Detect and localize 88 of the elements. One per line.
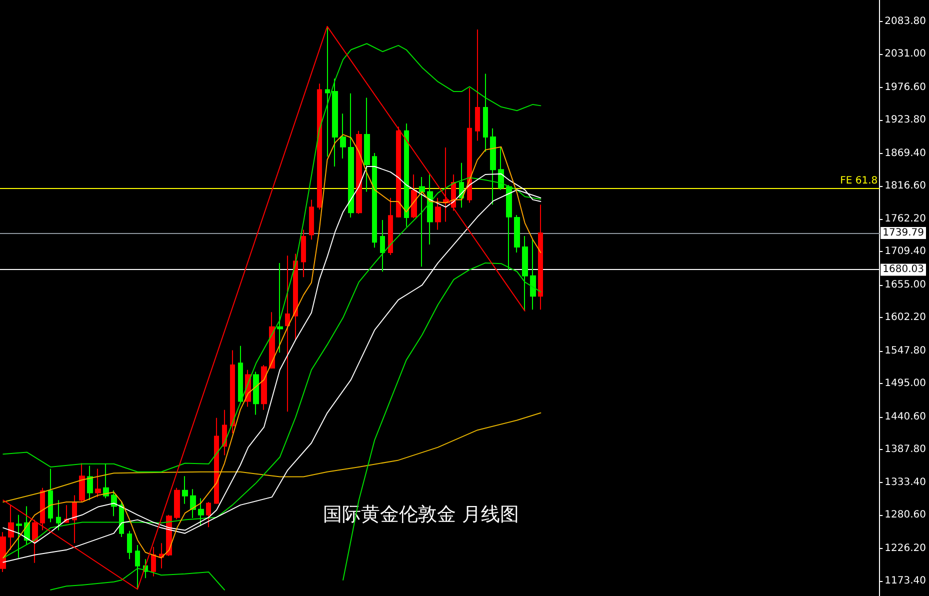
y-tick-label: 1602.20: [884, 312, 926, 324]
candlestick: [483, 73, 488, 152]
y-tick-label: 1226.20: [884, 543, 926, 554]
ref-line-label: FE 61.8: [840, 176, 878, 187]
candlestick: [506, 184, 512, 270]
candlestick: [475, 28, 480, 142]
candlestick: [467, 87, 472, 204]
y-tick-label: 1495.00: [884, 378, 926, 389]
candlestick: [443, 146, 449, 222]
candlestick: [498, 146, 504, 190]
candlestick: [348, 92, 354, 218]
y-tick-label: 1547.80: [884, 345, 926, 356]
candlestick: [253, 371, 259, 416]
candlestick: [364, 97, 370, 192]
candlestick: [16, 514, 22, 558]
line-series: [2, 26, 526, 590]
candlestick: [325, 26, 330, 158]
candlestick: [285, 255, 290, 412]
candlestick: [56, 500, 61, 531]
candlestick: [459, 162, 464, 208]
candlestick: [151, 546, 156, 577]
candlestick: [332, 78, 338, 168]
candlestick: [522, 235, 528, 312]
candlestick: [317, 83, 322, 210]
candlestick: [206, 501, 211, 528]
candlestick: [159, 542, 164, 569]
y-tick-label: 1869.40: [884, 148, 926, 159]
candlestick: [419, 176, 425, 268]
candlestick: [490, 128, 496, 206]
y-tick-label: 1387.80: [884, 444, 926, 455]
y-tick-label: 1816.60: [884, 180, 926, 192]
candlestick: [514, 214, 520, 254]
y-tick-label: 2083.80: [884, 16, 926, 28]
candlestick: [127, 530, 132, 560]
y-tick-label: 1440.60: [884, 411, 926, 422]
y-tick-label: 1333.40: [884, 477, 926, 488]
y-tick-label: 1762.20: [884, 214, 926, 225]
candlestick: [309, 199, 314, 240]
candlestick: [277, 262, 283, 354]
candlestick: [72, 494, 77, 544]
candlestick: [119, 501, 124, 538]
y-tick-label: 1173.40: [884, 576, 926, 587]
y-tick-label: 1709.40: [884, 246, 926, 258]
candlestick: [40, 487, 45, 531]
line-series: [2, 412, 542, 502]
line-series: [50, 568, 225, 590]
candlestick: [411, 174, 417, 219]
line-series: [342, 262, 542, 581]
candlestick: [182, 476, 188, 504]
candlestick: [111, 490, 117, 517]
candlestick: [190, 488, 196, 518]
candlestick: [79, 462, 85, 502]
candlestick: [301, 229, 306, 278]
candlestick: [230, 350, 235, 434]
candlestick: [538, 204, 543, 310]
candlestick: [198, 498, 204, 526]
ref-line-label: 1680.03: [882, 264, 924, 276]
candlestick: [174, 487, 180, 520]
candlestick: [404, 123, 409, 228]
candlestick: [48, 468, 53, 523]
candlestick: [530, 239, 536, 310]
y-tick-label: 1655.00: [884, 280, 926, 291]
y-tick-label: 1280.60: [884, 510, 926, 521]
candlestick: [135, 544, 140, 590]
candlestick: [95, 468, 101, 498]
line-series: [2, 43, 542, 472]
candlestick: [87, 465, 93, 501]
candlestick: [340, 113, 346, 160]
candlestick: [261, 364, 267, 410]
y-tick-label: 2031.00: [884, 48, 926, 60]
candlestick: [396, 126, 401, 218]
candlestick: [380, 219, 385, 272]
candlestick: [388, 197, 393, 256]
candlestick: [0, 532, 6, 573]
ref-line-label: 1739.79: [882, 228, 924, 238]
candlestick: [427, 174, 433, 246]
candlestick: [8, 504, 14, 550]
candlestick: [222, 409, 227, 456]
candlestick: [435, 197, 441, 230]
candlestick: [238, 345, 243, 404]
y-tick-label: 1923.80: [884, 114, 926, 126]
candlestick: [103, 463, 109, 499]
candlestick: [214, 417, 219, 504]
candlestick: [372, 152, 377, 248]
y-tick-label: 1976.60: [884, 82, 926, 93]
candlestick: [32, 519, 38, 564]
candlestick: [356, 130, 362, 214]
candlestick: [293, 253, 298, 340]
